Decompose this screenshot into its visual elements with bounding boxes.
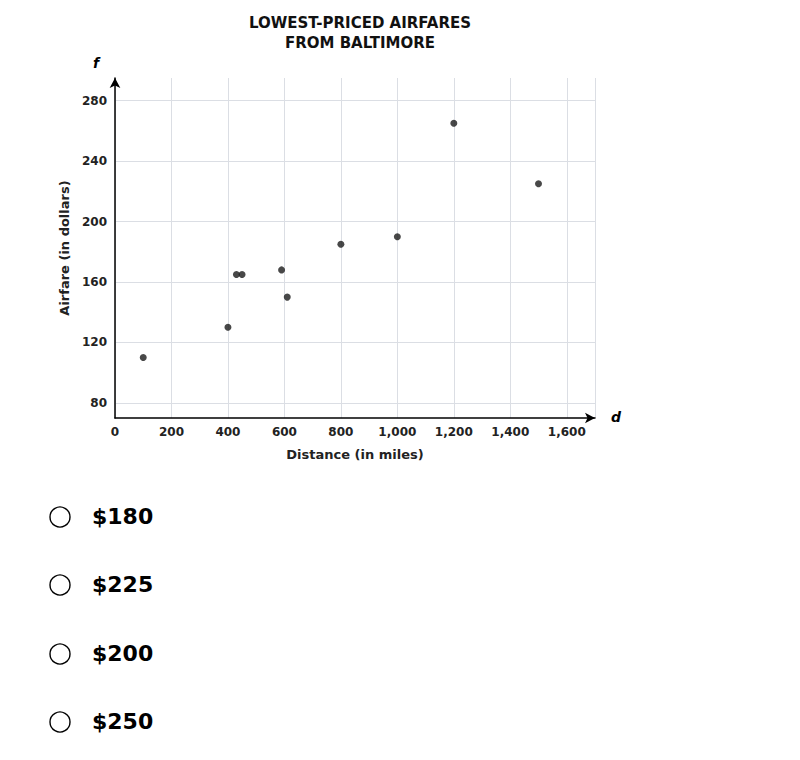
svg-text:$225: $225 — [92, 572, 153, 597]
svg-text:200: 200 — [159, 425, 184, 439]
svg-text:$200: $200 — [92, 641, 153, 666]
svg-text:1,600: 1,600 — [548, 425, 586, 439]
svg-text:1,200: 1,200 — [435, 425, 473, 439]
svg-text:$250: $250 — [92, 709, 153, 734]
svg-text:f: f — [93, 55, 101, 71]
svg-text:$180: $180 — [92, 504, 153, 529]
svg-text:d: d — [611, 409, 622, 425]
svg-text:1,000: 1,000 — [378, 425, 416, 439]
svg-text:600: 600 — [272, 425, 297, 439]
svg-text:400: 400 — [215, 425, 240, 439]
svg-text:120: 120 — [82, 335, 107, 349]
svg-text:280: 280 — [82, 94, 107, 108]
svg-text:FROM BALTIMORE: FROM BALTIMORE — [285, 34, 435, 52]
svg-text:800: 800 — [328, 425, 353, 439]
svg-text:1,400: 1,400 — [491, 425, 529, 439]
svg-text:200: 200 — [82, 215, 107, 229]
svg-text:80: 80 — [90, 396, 107, 410]
svg-text:160: 160 — [82, 275, 107, 289]
svg-text:0: 0 — [111, 425, 119, 439]
svg-text:Airfare (in dollars): Airfare (in dollars) — [57, 180, 72, 315]
svg-text:240: 240 — [82, 154, 107, 168]
svg-text:Distance (in miles): Distance (in miles) — [286, 447, 423, 462]
svg-text:LOWEST-PRICED AIRFARES: LOWEST-PRICED AIRFARES — [249, 14, 471, 32]
